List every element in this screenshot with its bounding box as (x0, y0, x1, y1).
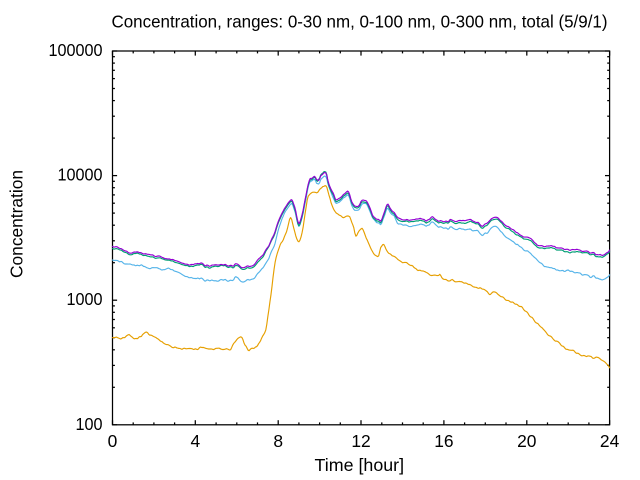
svg-text:Concentration: Concentration (7, 170, 27, 278)
svg-text:10000: 10000 (58, 165, 103, 185)
svg-text:8: 8 (273, 431, 283, 451)
svg-text:100: 100 (76, 414, 103, 434)
svg-text:100000: 100000 (49, 40, 103, 60)
svg-text:24: 24 (600, 431, 620, 451)
svg-text:Concentration, ranges: 0-30 nm: Concentration, ranges: 0-30 nm, 0-100 nm… (112, 11, 608, 31)
svg-text:20: 20 (517, 431, 536, 451)
svg-text:Time [hour]: Time [hour] (315, 455, 405, 475)
svg-text:1000: 1000 (67, 289, 103, 309)
svg-text:4: 4 (190, 431, 200, 451)
svg-text:0: 0 (108, 431, 118, 451)
svg-text:12: 12 (351, 431, 370, 451)
svg-text:16: 16 (434, 431, 453, 451)
